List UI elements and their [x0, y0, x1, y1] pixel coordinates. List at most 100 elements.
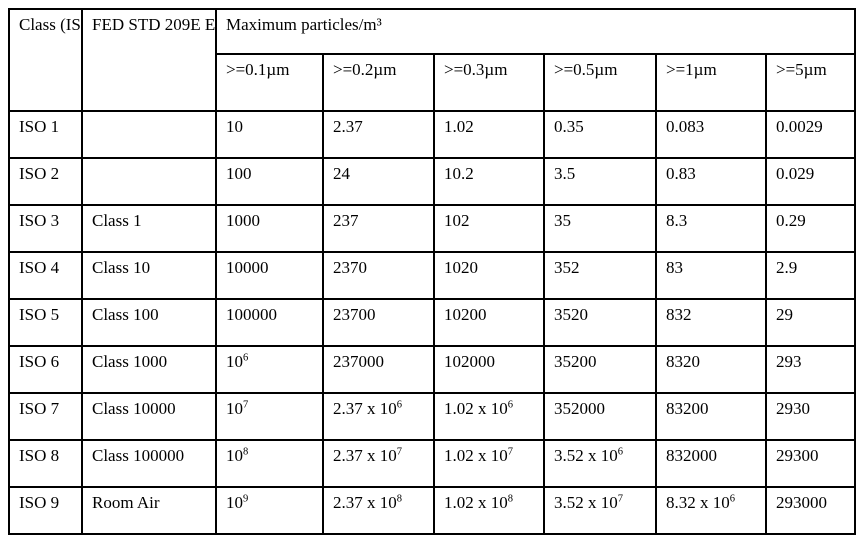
col-header-0-3um: >=0.3µm — [433, 53, 545, 112]
col-header-5um: >=5µm — [765, 53, 856, 112]
table-row: ISO 9 Room Air 109 2.37 x 108 1.02 x 108 3.52… — [8, 486, 856, 535]
fed-std-header: FED STD 209E Equivalent — [81, 8, 217, 112]
exponent: 7 — [507, 446, 514, 458]
fed-std-cell: Class 10 — [81, 251, 217, 300]
iso-class-cell: ISO 5 — [8, 298, 83, 347]
particle-value-cell: 1.02 x 107 — [433, 439, 545, 488]
table-body: ISO 1 10 2.37 1.02 0.35 0.083 0.0029 ISO 2 100 24… — [8, 110, 856, 535]
exponent: 8 — [396, 493, 403, 505]
particle-value-cell: 3.5 — [543, 157, 657, 206]
particle-value-cell: 109 — [215, 486, 324, 535]
particle-value-cell: 0.35 — [543, 110, 657, 159]
exponent: 7 — [396, 446, 403, 458]
class-iso-header: Class (ISO) — [8, 8, 83, 112]
particle-value-cell: 352000 — [543, 392, 657, 441]
particle-value-cell: 10000 — [215, 251, 324, 300]
iso-class-cell: ISO 8 — [8, 439, 83, 488]
table-row: ISO 1 10 2.37 1.02 0.35 0.083 0.0029 — [8, 110, 856, 159]
iso-class-cell: ISO 6 — [8, 345, 83, 394]
table-row: ISO 3 Class 1 1000 237 102 35 8.3 0.29 — [8, 204, 856, 253]
table-row: ISO 4 Class 10 10000 2370 1020 352 83 2.9 — [8, 251, 856, 300]
particle-value-cell: 29300 — [765, 439, 856, 488]
particle-value-cell: 2.37 x 106 — [322, 392, 435, 441]
exponent: 6 — [507, 399, 514, 411]
particle-value-cell: 2930 — [765, 392, 856, 441]
fed-std-cell: Class 100000 — [81, 439, 217, 488]
particle-value-cell: 1.02 x 106 — [433, 392, 545, 441]
particle-value-cell: 1.02 — [433, 110, 545, 159]
header-row-top: Class (ISO) FED STD 209E Equivalent Maxi… — [8, 8, 856, 112]
exponent: 9 — [243, 493, 249, 505]
particle-value-cell: 0.029 — [765, 157, 856, 206]
iso-class-cell: ISO 2 — [8, 157, 83, 206]
particle-value-cell: 8.3 — [655, 204, 767, 253]
exponent: 6 — [729, 493, 736, 505]
col-header-0-1um: >=0.1µm — [215, 53, 324, 112]
iso-class-cell: ISO 1 — [8, 110, 83, 159]
particle-value-cell: 832000 — [655, 439, 767, 488]
max-particles-header: Maximum particles/m³ — [215, 8, 856, 55]
particle-value-cell: 83200 — [655, 392, 767, 441]
particle-value-cell: 3520 — [543, 298, 657, 347]
particle-value-cell: 0.83 — [655, 157, 767, 206]
particle-value-cell: 24 — [322, 157, 435, 206]
particle-value-cell: 8.32 x 106 — [655, 486, 767, 535]
particle-value-cell: 8320 — [655, 345, 767, 394]
particle-value-cell: 35200 — [543, 345, 657, 394]
particle-value-cell: 10 — [215, 110, 324, 159]
particle-value-cell: 0.0029 — [765, 110, 856, 159]
fed-std-cell — [81, 157, 217, 206]
iso-class-cell: ISO 7 — [8, 392, 83, 441]
particle-value-cell: 83 — [655, 251, 767, 300]
table-row: ISO 8 Class 100000 108 2.37 x 107 1.02 x 107… — [8, 439, 856, 488]
exponent: 8 — [243, 446, 249, 458]
particle-value-cell: 2.37 x 107 — [322, 439, 435, 488]
particle-value-cell: 106 — [215, 345, 324, 394]
particle-value-cell: 237 — [322, 204, 435, 253]
particle-value-cell: 107 — [215, 392, 324, 441]
particle-value-cell: 10200 — [433, 298, 545, 347]
particle-value-cell: 0.083 — [655, 110, 767, 159]
particle-value-cell: 100 — [215, 157, 324, 206]
particle-value-cell: 2.37 x 108 — [322, 486, 435, 535]
particle-value-cell: 0.29 — [765, 204, 856, 253]
particle-value-cell: 2.9 — [765, 251, 856, 300]
particle-value-cell: 352 — [543, 251, 657, 300]
table-row: ISO 7 Class 10000 107 2.37 x 106 1.02 x 106 3… — [8, 392, 856, 441]
particle-value-cell: 1020 — [433, 251, 545, 300]
particle-value-cell: 3.52 x 106 — [543, 439, 657, 488]
particle-value-cell: 3.52 x 107 — [543, 486, 657, 535]
particle-value-cell: 2370 — [322, 251, 435, 300]
exponent: 7 — [617, 493, 624, 505]
iso-class-cell: ISO 9 — [8, 486, 83, 535]
particle-value-cell: 1000 — [215, 204, 324, 253]
fed-std-cell — [81, 110, 217, 159]
exponent: 6 — [396, 399, 403, 411]
particle-value-cell: 29 — [765, 298, 856, 347]
particle-value-cell: 23700 — [322, 298, 435, 347]
header-row-sizes: >=0.1µm >=0.2µm >=0.3µm >=0.5µm >=1µm >=… — [9, 53, 856, 112]
iso-class-cell: ISO 4 — [8, 251, 83, 300]
particle-value-cell: 293000 — [765, 486, 856, 535]
exponent: 8 — [507, 493, 514, 505]
particle-value-cell: 102000 — [433, 345, 545, 394]
iso-class-cell: ISO 3 — [8, 204, 83, 253]
particle-value-cell: 10.2 — [433, 157, 545, 206]
table-row: ISO 6 Class 1000 106 237000 102000 35200 8320 2… — [8, 345, 856, 394]
particle-value-cell: 1.02 x 108 — [433, 486, 545, 535]
exponent: 6 — [617, 446, 624, 458]
exponent: 6 — [243, 352, 249, 364]
fed-std-cell: Class 100 — [81, 298, 217, 347]
table-header: Class (ISO) FED STD 209E Equivalent Maxi… — [8, 8, 856, 112]
particle-value-cell: 832 — [655, 298, 767, 347]
particle-value-cell: 2.37 — [322, 110, 435, 159]
fed-std-cell: Class 1000 — [81, 345, 217, 394]
col-header-1um: >=1µm — [655, 53, 767, 112]
table-row: ISO 2 100 24 10.2 3.5 0.83 0.029 — [8, 157, 856, 206]
particle-value-cell: 35 — [543, 204, 657, 253]
particle-value-cell: 102 — [433, 204, 545, 253]
particle-value-cell: 237000 — [322, 345, 435, 394]
table-row: ISO 5 Class 100 100000 23700 10200 3520 832 29 — [8, 298, 856, 347]
col-header-0-2um: >=0.2µm — [322, 53, 435, 112]
